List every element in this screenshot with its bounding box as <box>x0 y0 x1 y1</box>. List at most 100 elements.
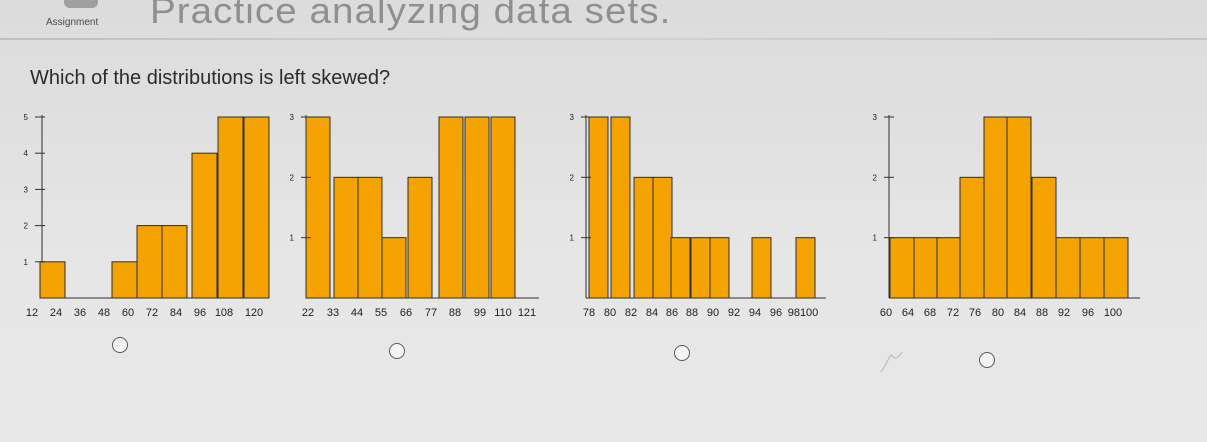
x-axis-tick-label: 64 <box>902 307 914 319</box>
x-axis-tick-label: 78 <box>583 307 595 319</box>
x-axis-tick-label: 96 <box>194 307 206 319</box>
x-axis-tick-label: 120 <box>245 307 263 319</box>
x-axis-tick-label: 88 <box>686 307 698 319</box>
pen-mark-icon <box>880 351 903 373</box>
x-axis-tick-label: 86 <box>666 307 678 319</box>
histogram-bar <box>191 152 218 299</box>
x-axis-tick-label: 72 <box>146 307 158 319</box>
answer-option-1-radio[interactable] <box>112 337 128 353</box>
app-icon <box>64 0 98 8</box>
y-axis-tick-label: 2 <box>873 173 878 182</box>
x-axis-tick-label: 44 <box>351 307 363 319</box>
y-axis-tick-label: 3 <box>570 113 575 122</box>
histogram-bar <box>983 116 1009 299</box>
x-axis-tick-label: 82 <box>625 307 637 319</box>
y-axis-tick-label: 3 <box>24 185 29 194</box>
histogram-bar <box>136 225 163 299</box>
x-axis-tick-label: 76 <box>969 307 981 319</box>
histogram-bar <box>111 261 138 299</box>
y-axis-tick-label: 5 <box>24 113 29 122</box>
histogram-bar <box>161 225 188 299</box>
x-axis-tick-label: 88 <box>1036 307 1048 319</box>
histogram-bar <box>1103 237 1129 299</box>
answer-option-2-radio[interactable] <box>389 343 405 359</box>
histogram-bar <box>357 176 383 299</box>
histogram-bar <box>407 176 433 299</box>
chart-option-3: 1 2 3 78 80 82 84 86 88 90 92 94 96 98100 <box>570 113 826 319</box>
y-axis-tick-label: 1 <box>873 234 878 243</box>
histogram-bar <box>333 176 359 299</box>
histogram-bar <box>464 116 490 299</box>
x-axis-tick-label: 60 <box>880 307 892 319</box>
answer-option-3-radio[interactable] <box>674 345 690 361</box>
x-axis-tick-label: 80 <box>604 307 616 319</box>
histogram-bar <box>610 116 631 299</box>
y-axis-tick-label: 2 <box>24 222 29 231</box>
x-axis-tick-label: 94 <box>749 307 761 319</box>
x-axis-tick-label: 121 <box>518 307 536 319</box>
x-axis-tick-label: 100 <box>1104 307 1122 319</box>
histogram-bar <box>381 237 407 299</box>
x-axis-tick-label: 90 <box>707 307 719 319</box>
x-axis-tick-label: 12 <box>26 307 38 319</box>
histogram-bar <box>588 116 609 299</box>
histogram-bar <box>1079 237 1105 299</box>
answer-option-4-radio[interactable] <box>979 352 995 368</box>
x-axis-tick-label: 77 <box>425 307 437 319</box>
x-axis-tick-label: 80 <box>992 307 1004 319</box>
y-axis-tick-label: 3 <box>873 113 878 122</box>
x-axis-tick-label: 88 <box>449 307 461 319</box>
histogram-bar <box>633 176 654 299</box>
histogram-bar <box>243 116 270 299</box>
header-divider <box>0 38 1207 40</box>
histogram-bar <box>438 116 464 299</box>
x-axis-tick-label: 48 <box>98 307 110 319</box>
x-axis-tick-label: 60 <box>122 307 134 319</box>
x-axis-tick-label: 92 <box>728 307 740 319</box>
y-axis-tick-label: 3 <box>290 113 295 122</box>
chart-option-4: 1 2 3 60 64 68 72 76 80 84 88 92 96 100 <box>873 113 1140 319</box>
histogram-bar <box>690 237 711 299</box>
x-axis-tick-label: 96 <box>770 307 782 319</box>
x-axis-tick-label: 98100 <box>788 307 819 319</box>
x-axis-tick-label: 99 <box>474 307 486 319</box>
x-axis-tick-label: 108 <box>215 307 233 319</box>
histogram-bar <box>305 116 331 299</box>
histogram-bar <box>936 237 962 299</box>
y-axis-tick-label: 2 <box>290 173 295 182</box>
page-title: Practice analyzing data sets. <box>150 0 672 31</box>
x-axis-tick-label: 36 <box>74 307 86 319</box>
y-axis-tick-label: 2 <box>570 173 575 182</box>
x-axis-tick-label: 84 <box>1014 307 1026 319</box>
histogram-bar <box>39 261 66 299</box>
x-axis-tick-label: 84 <box>646 307 658 319</box>
histogram-bar <box>670 237 691 299</box>
x-axis-tick-label: 33 <box>327 307 339 319</box>
x-axis-tick-label: 66 <box>400 307 412 319</box>
x-axis-tick-label: 110 <box>494 307 512 319</box>
histogram-bar <box>889 237 915 299</box>
histogram-bar <box>652 176 673 299</box>
histogram-bar <box>795 237 816 299</box>
chart-option-2: 1 2 3 22 33 44 55 66 77 88 99 110 121 <box>290 113 539 319</box>
x-axis-tick-label: 84 <box>170 307 182 319</box>
histogram-bar <box>1055 237 1081 299</box>
histogram-bar <box>490 116 516 299</box>
histogram-bar <box>751 237 772 299</box>
histogram-bar <box>1031 176 1057 299</box>
assignment-label: Assignment <box>46 17 99 28</box>
y-axis-tick-label: 4 <box>24 149 29 158</box>
x-axis-tick-label: 92 <box>1058 307 1070 319</box>
x-axis-tick-label: 22 <box>302 307 314 319</box>
x-axis-tick-label: 68 <box>924 307 936 319</box>
y-axis-tick-label: 1 <box>290 234 295 243</box>
histogram-bar <box>913 237 939 299</box>
x-axis-tick-label: 72 <box>947 307 959 319</box>
histogram-bar <box>217 116 244 299</box>
x-axis-tick-label: 55 <box>375 307 387 319</box>
histogram-bar <box>959 176 985 299</box>
y-axis-tick-label: 1 <box>24 258 29 267</box>
histogram-bar <box>709 237 730 299</box>
histogram-bar <box>1006 116 1032 299</box>
